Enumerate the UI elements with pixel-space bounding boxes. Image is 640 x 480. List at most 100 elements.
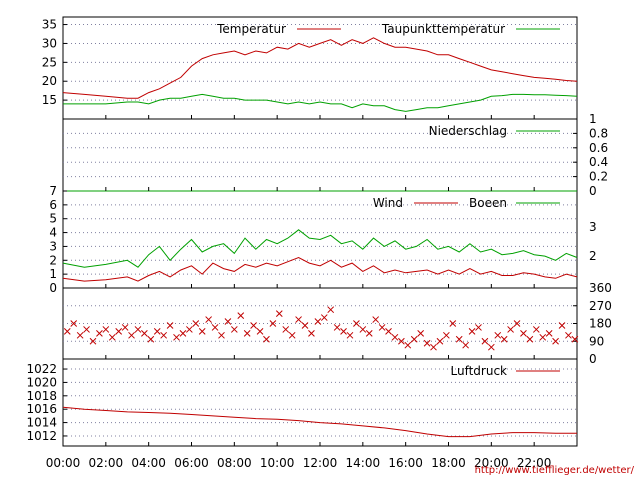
direction-point <box>308 330 315 337</box>
direction-point <box>372 316 380 323</box>
direction-point <box>179 330 187 337</box>
direction-point <box>198 328 206 335</box>
direction-point <box>552 337 559 345</box>
direction-point <box>211 324 219 331</box>
y-tick-label: 35 <box>42 18 57 32</box>
direction-point <box>500 335 508 343</box>
direction-point <box>224 318 232 325</box>
direction-point <box>430 343 437 351</box>
direction-point <box>398 337 405 345</box>
legend-label: Temperatur <box>216 22 286 36</box>
direction-point <box>346 331 354 339</box>
x-tick-label: 14:00 <box>346 456 381 470</box>
x-tick-label: 22:00 <box>517 456 552 470</box>
y-tick-label: 0.8 <box>589 126 608 140</box>
direction-point <box>166 322 174 329</box>
direction-point <box>481 337 489 345</box>
y-tick-label: 1012 <box>26 429 57 443</box>
direction-point <box>63 328 71 335</box>
direction-point <box>404 341 412 349</box>
direction-point <box>76 331 84 339</box>
direction-point <box>108 333 116 341</box>
y-tick-label: 5 <box>49 212 57 226</box>
y-tick-label: 1020 <box>26 375 57 389</box>
direction-point <box>487 343 495 351</box>
legend-label: Boeen <box>469 196 507 210</box>
direction-point <box>147 335 155 343</box>
y-tick-label: 0.4 <box>589 155 608 169</box>
direction-point <box>263 335 270 343</box>
direction-point <box>353 320 360 327</box>
direction-point <box>436 337 444 345</box>
y-tick-label: 3 <box>49 239 57 253</box>
x-tick-label: 18:00 <box>431 456 466 470</box>
wind-right-label: 2 <box>589 249 597 263</box>
direction-point <box>295 316 302 323</box>
direction-point <box>218 331 225 339</box>
y-tick-label: 360 <box>589 281 612 295</box>
x-tick-label: 12:00 <box>303 456 338 470</box>
direction-point <box>385 328 392 335</box>
y-tick-label: 270 <box>589 299 612 313</box>
series-line-boeen <box>62 229 578 268</box>
direction-point <box>545 330 553 337</box>
y-tick-label: 1022 <box>26 362 57 376</box>
direction-point <box>230 326 238 333</box>
direction-point <box>186 326 193 333</box>
direction-point <box>391 333 399 341</box>
y-tick-label: 1016 <box>26 402 57 416</box>
y-tick-label: 6 <box>49 198 57 212</box>
direction-point <box>275 310 283 317</box>
direction-point <box>269 320 277 327</box>
y-tick-label: 4 <box>49 226 57 240</box>
direction-point <box>513 320 521 327</box>
series-line-luftdruck <box>62 406 577 438</box>
direction-point <box>320 314 328 321</box>
direction-point <box>532 326 540 333</box>
direction-point <box>282 326 290 333</box>
y-tick-label: 0 <box>49 281 57 295</box>
series-line-taupunkttemperatur <box>63 93 578 112</box>
direction-point <box>205 316 212 323</box>
direction-point <box>558 322 566 329</box>
direction-point <box>417 330 425 337</box>
direction-point <box>507 326 514 333</box>
direction-point <box>449 320 457 327</box>
direction-point <box>526 335 534 343</box>
direction-point <box>243 330 251 337</box>
direction-point <box>83 326 90 333</box>
direction-point <box>128 331 135 339</box>
direction-point <box>141 330 148 337</box>
x-tick-label: 04:00 <box>131 456 166 470</box>
direction-point <box>327 306 335 314</box>
direction-point <box>153 328 161 335</box>
direction-point <box>455 335 463 343</box>
legend-label: Taupunkttemperatur <box>381 22 505 36</box>
direction-point <box>70 320 78 327</box>
direction-point <box>340 328 347 335</box>
direction-point <box>102 326 110 333</box>
direction-point <box>571 335 579 343</box>
y-tick-label: 2 <box>49 253 57 267</box>
x-tick-label: 10:00 <box>260 456 295 470</box>
direction-point <box>468 328 476 335</box>
y-tick-label: 15 <box>42 93 57 107</box>
direction-point <box>520 330 527 337</box>
x-tick-label: 02:00 <box>89 456 124 470</box>
y-tick-label: 0 <box>589 352 597 366</box>
direction-point <box>314 318 322 325</box>
series-line-wind <box>62 256 578 282</box>
legend-label: Niederschlag <box>429 124 507 138</box>
y-tick-label: 1 <box>49 267 57 281</box>
y-tick-label: 1 <box>589 112 597 126</box>
direction-point <box>237 312 245 319</box>
source-url: http://www.tiefflieger.de/wetter/ <box>474 465 634 476</box>
direction-point <box>89 337 97 345</box>
direction-point <box>378 324 386 331</box>
direction-point <box>121 324 129 331</box>
direction-point <box>443 331 450 339</box>
direction-point <box>192 320 200 327</box>
y-tick-label: 1018 <box>26 389 57 403</box>
legend-label: Luftdruck <box>450 364 507 378</box>
x-tick-label: 06:00 <box>174 456 209 470</box>
